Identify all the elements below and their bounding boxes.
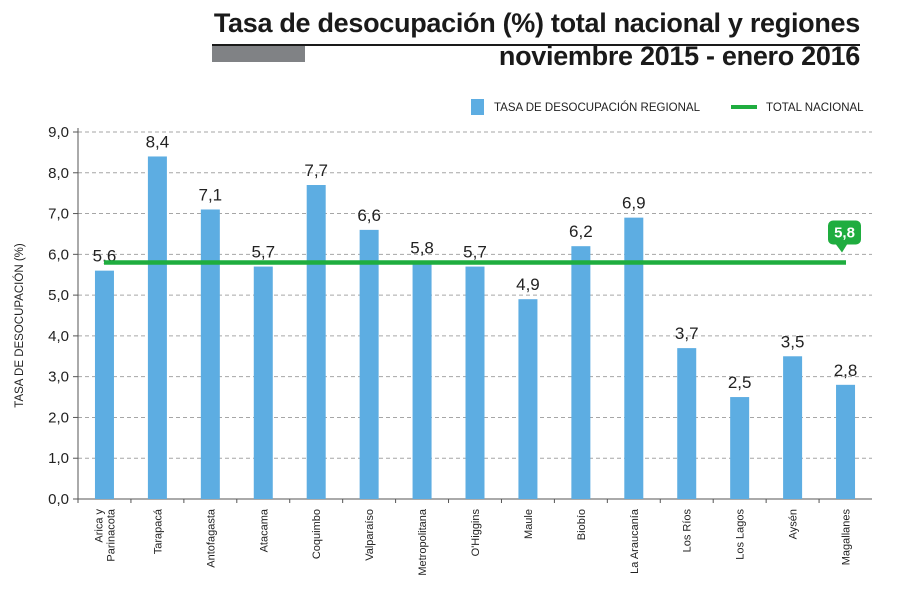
bar-value-label: 6,9 [622,194,646,213]
bar [253,266,273,499]
chart-title: Tasa de desocupación (%) total nacional … [213,8,860,38]
bar-value-label: 3,7 [675,324,699,343]
bar-value-label: 4,9 [516,275,540,294]
y-tick-label: 6,0 [48,246,69,263]
chart-subtitle: noviembre 2015 - enero 2016 [498,41,860,71]
bar-value-label: 7,1 [199,185,223,204]
title-accent-bar [212,46,305,62]
y-axis-label: TASA DE DESOCUPACIÓN (%) [13,243,26,408]
x-category-label: Los Lagos [735,509,747,560]
x-category-label: Valparaíso [364,509,376,561]
bar [518,299,538,499]
x-category-label: Antofagasta [205,508,217,568]
y-tick-label: 0,0 [48,491,69,508]
bar-value-label: 7,7 [304,161,328,180]
x-category-label: Metropolitana [417,508,429,576]
y-tick-label: 8,0 [48,165,69,182]
x-category-label: Los Ríos [682,509,694,553]
x-category-label: Magallanes [841,509,853,566]
x-category-label: Parinacota [105,508,117,561]
title-underline [212,44,860,46]
bar-value-label: 5,7 [463,243,487,262]
y-tick-label: 9,0 [48,124,69,141]
bar [730,397,750,499]
bar [783,356,803,499]
bar [200,209,220,499]
y-tick-label: 4,0 [48,328,69,345]
bar [677,348,697,499]
x-category-label: Arica y [93,509,105,543]
x-category-label: Atacama [258,508,270,552]
bar-value-label: 3,5 [781,332,805,351]
bar [465,266,485,499]
bar-value-label: 5,8 [410,238,434,257]
bar-value-label: 5,7 [251,243,275,262]
bar [571,246,591,499]
legend-line-label: TOTAL NACIONAL [766,102,864,114]
bar [836,384,856,499]
x-category-label: Maule [523,509,535,539]
y-tick-label: 7,0 [48,206,69,223]
x-category-label: Biobío [576,509,588,540]
badge-pointer [836,244,847,253]
legend-bar-label: TASA DE DESOCUPACIÓN REGIONAL [494,101,701,114]
x-category-label: Coquimbo [311,509,323,559]
bar [147,156,167,499]
legend-bar-swatch [471,99,484,115]
chart-title-block: Tasa de desocupación (%) total nacional … [214,8,860,72]
y-tick-label: 1,0 [48,450,69,467]
y-tick-label: 5,0 [48,287,69,304]
x-category-label: Tarapacá [152,508,164,554]
y-tick-label: 2,0 [48,409,69,426]
national-total-badge [828,220,861,245]
bar [94,270,114,499]
bar-value-label: 8,4 [146,132,170,151]
bar-value-label: 6,6 [357,206,381,225]
bar [306,185,326,499]
bar [412,262,432,499]
x-category-label: O'Higgins [470,509,482,557]
x-category-label: Aysén [788,509,800,539]
bar-value-label: 2,5 [728,373,752,392]
bar-value-label: 2,8 [834,361,858,380]
bar [359,229,379,499]
national-total-badge-label: 5,8 [834,224,855,241]
bar [624,217,644,499]
x-category-label: La Araucanía [629,508,641,574]
bar-value-label: 6,2 [569,222,593,241]
y-tick-label: 3,0 [48,369,69,386]
